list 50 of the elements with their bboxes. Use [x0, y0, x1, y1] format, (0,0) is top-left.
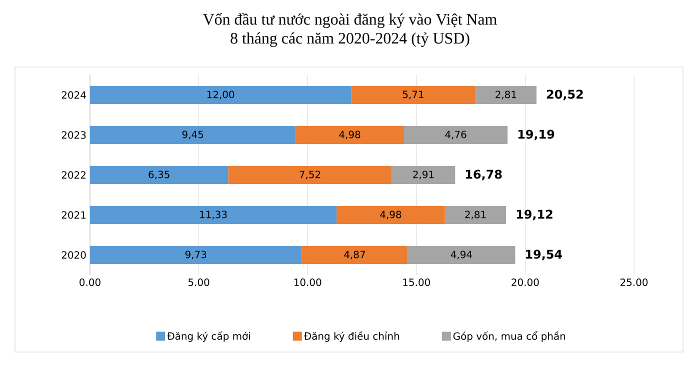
y-tick-label: 2023: [62, 131, 86, 139]
data-label: 4,87: [344, 250, 365, 260]
x-tick-label: 0.00: [80, 278, 100, 286]
x-tick-label: 15.00: [403, 278, 430, 286]
data-label: 2,81: [496, 90, 516, 100]
x-tick-label: 10.00: [294, 278, 322, 286]
bar: [475, 86, 537, 104]
y-tick-label: 2024: [62, 91, 86, 99]
total-label: 19,19: [518, 130, 554, 140]
total-label: 19,54: [526, 250, 562, 260]
data-label: 4,76: [445, 130, 466, 140]
data-label: 7,52: [300, 170, 320, 180]
bar: [228, 166, 392, 184]
total-label: 19,12: [516, 210, 552, 220]
total-label: 16,78: [466, 170, 502, 180]
bar: [90, 166, 228, 184]
data-label: 11,33: [200, 210, 227, 220]
data-label: 4,98: [380, 210, 402, 220]
y-tick-label: 2022: [62, 171, 86, 179]
legend-label: Đăng ký điều chỉnh: [304, 331, 400, 342]
x-tick-label: 25.00: [620, 278, 648, 286]
bar: [90, 246, 302, 264]
bar: [90, 86, 352, 104]
y-tick-label: 2021: [62, 211, 86, 219]
x-tick-label: 20.00: [512, 278, 539, 286]
data-label: 5,71: [402, 90, 424, 100]
bar: [392, 166, 456, 184]
bar: [90, 206, 337, 224]
chart-title: Vốn đầu tư nước ngoài đăng ký vào Việt Nam 8 tháng các năm 2020-2024 (tỷ USD): [203, 13, 497, 47]
bar: [296, 126, 404, 144]
data-label: 12,00: [207, 90, 234, 100]
data-label: 4,94: [450, 250, 472, 260]
bar: [336, 206, 445, 224]
total-label: 20,52: [547, 90, 583, 100]
bar: [302, 246, 408, 264]
legend-label: Đăng ký cấp mới: [167, 331, 250, 342]
data-label: 2,91: [413, 170, 434, 180]
bar: [404, 126, 508, 144]
legend-label: Góp vốn, mua cổ phần: [453, 331, 566, 342]
data-label: 2,81: [465, 210, 486, 220]
data-label: 4,98: [339, 130, 360, 140]
y-tick-label: 2020: [62, 251, 86, 259]
bar: [90, 126, 296, 144]
data-label: 9,73: [185, 250, 206, 260]
bar: [444, 206, 506, 224]
bar: [408, 246, 516, 264]
bar: [351, 86, 476, 104]
data-label: 6,35: [148, 170, 170, 180]
x-tick-label: 5.00: [188, 278, 210, 286]
data-label: 9,45: [182, 130, 204, 140]
